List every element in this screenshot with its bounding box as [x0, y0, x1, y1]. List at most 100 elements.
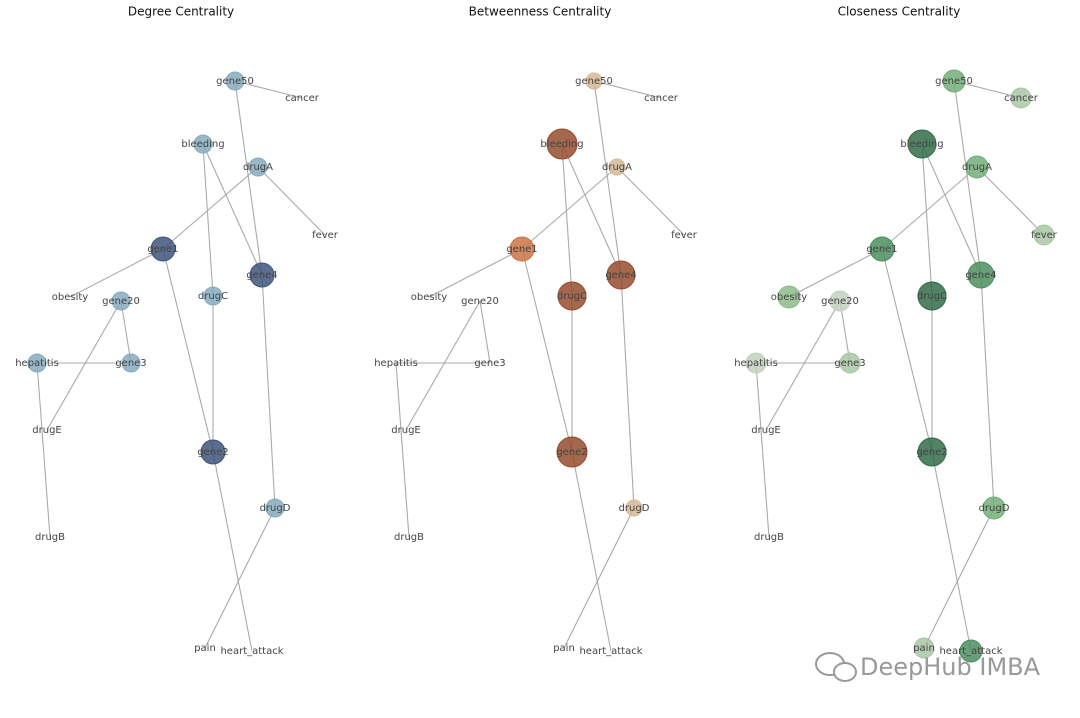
edge — [921, 143, 933, 297]
node-label: obesity — [411, 292, 448, 303]
node-label: gene3 — [834, 358, 865, 369]
panel-title: Betweenness Centrality — [469, 5, 612, 19]
edge — [162, 248, 214, 453]
node-label: bleeding — [181, 139, 224, 150]
node — [203, 286, 223, 306]
node — [959, 639, 983, 663]
node-label: fever — [671, 230, 698, 241]
edge — [561, 143, 622, 276]
node-label: drugB — [394, 532, 424, 543]
node — [869, 236, 895, 262]
node — [225, 71, 245, 91]
node-label: heart_attack — [220, 646, 283, 657]
edge — [953, 80, 1022, 99]
edge — [980, 274, 995, 509]
node-label: hepatitis — [734, 358, 778, 369]
edge — [204, 507, 276, 649]
node — [608, 158, 626, 176]
node-label: gene50 — [935, 76, 973, 87]
node-label: gene50 — [575, 76, 613, 87]
edge — [923, 507, 995, 649]
node-label: drugD — [979, 503, 1010, 514]
panel-title: Closeness Centrality — [838, 5, 961, 19]
node-label: gene20 — [821, 296, 859, 307]
node — [625, 499, 643, 517]
node-label: drugE — [391, 425, 420, 436]
node-label: gene1 — [866, 244, 897, 255]
node — [248, 157, 268, 177]
node — [777, 285, 801, 309]
node-label: gene1 — [147, 244, 178, 255]
node-label: drugB — [754, 532, 784, 543]
node-label: drugC — [917, 291, 947, 302]
edge — [395, 362, 410, 538]
node-label: cancer — [644, 93, 679, 104]
node-label: hepatitis — [15, 358, 59, 369]
edge — [953, 80, 982, 276]
node — [1033, 224, 1055, 246]
node-label: pain — [194, 643, 216, 654]
edge — [571, 451, 612, 652]
node — [150, 236, 176, 262]
edge — [881, 166, 978, 250]
node — [509, 236, 535, 262]
edge — [202, 143, 214, 297]
node-label: bleeding — [540, 139, 583, 150]
node-label: gene2 — [197, 447, 228, 458]
node-label: gene4 — [605, 270, 636, 281]
edge — [616, 166, 685, 236]
node-label: drugA — [602, 162, 632, 173]
node — [829, 290, 851, 312]
edge — [257, 166, 326, 236]
node-label: gene4 — [965, 270, 996, 281]
node — [121, 353, 141, 373]
node-label: obesity — [771, 292, 808, 303]
node-label: cancer — [285, 93, 320, 104]
node-label: drugB — [35, 532, 65, 543]
edge — [521, 166, 618, 250]
edge — [428, 248, 523, 298]
edge — [405, 300, 481, 431]
watermark: DeepHub IMBA — [815, 652, 1041, 682]
node — [27, 353, 47, 373]
node-label: drugE — [32, 425, 61, 436]
node-label: drugD — [260, 503, 291, 514]
edge — [620, 274, 635, 509]
panel-title: Degree Centrality — [128, 5, 234, 19]
edge — [46, 300, 122, 431]
node-label: hepatitis — [374, 358, 418, 369]
node-label: gene50 — [216, 76, 254, 87]
node-label: drugA — [243, 162, 273, 173]
node-label: drugA — [962, 162, 992, 173]
edge — [561, 143, 573, 297]
node — [111, 291, 131, 311]
edge — [479, 300, 491, 364]
node-label: gene20 — [102, 296, 140, 307]
watermark-text: DeepHub IMBA — [860, 653, 1041, 681]
edge — [931, 451, 972, 652]
node-label: pain — [553, 643, 575, 654]
node-label: obesity — [52, 292, 89, 303]
edge — [521, 248, 573, 453]
node — [193, 134, 213, 154]
edge — [593, 80, 622, 276]
node-label: heart_attack — [579, 646, 642, 657]
edge — [234, 80, 263, 276]
node-label: fever — [1031, 230, 1058, 241]
edge — [69, 248, 164, 298]
node — [839, 352, 861, 374]
node — [585, 72, 603, 90]
node — [249, 262, 275, 288]
node — [1010, 87, 1032, 109]
node-label: drugC — [198, 291, 228, 302]
edge — [788, 248, 883, 298]
node-label: drugE — [751, 425, 780, 436]
node — [200, 439, 226, 465]
node-label: drugD — [619, 503, 650, 514]
edge — [921, 143, 982, 276]
node-label: bleeding — [900, 139, 943, 150]
edge — [212, 451, 253, 652]
node — [982, 496, 1006, 520]
node — [942, 69, 966, 93]
